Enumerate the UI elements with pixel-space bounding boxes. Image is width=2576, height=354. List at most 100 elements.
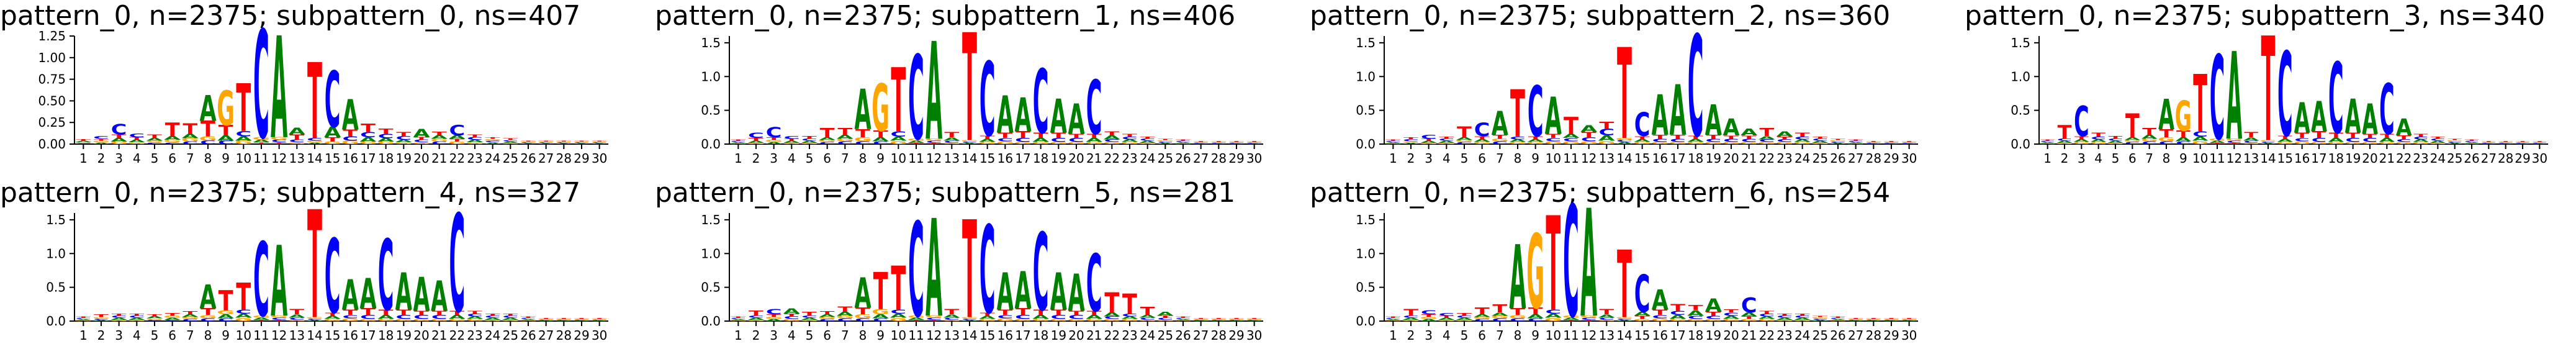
logo-letter-T: T <box>556 140 571 142</box>
logo-letter-G: G <box>253 315 271 318</box>
x-tick-label: 13 <box>944 151 960 166</box>
logo-letter-A: A <box>1420 319 1438 322</box>
panel-title: pattern_0, n=2375; subpattern_6, ns=254 <box>1310 177 1891 209</box>
x-tick-label: 12 <box>271 328 287 343</box>
logo-letter-C: C <box>1228 143 1245 144</box>
logo-letter-G: G <box>1598 319 1616 321</box>
logo-letter-C: C <box>1385 317 1401 319</box>
logo-letter-A: A <box>556 320 573 322</box>
logo-letter-A: A <box>2091 138 2107 143</box>
x-tick-label: 15 <box>1634 151 1650 166</box>
logo-letter-C: C <box>873 318 889 322</box>
y-tick-label: 0.25 <box>38 115 66 130</box>
x-tick-label: 5 <box>1461 328 1469 343</box>
logo-letter-C: C <box>1652 314 1668 320</box>
x-tick-label: 22 <box>1104 151 1120 166</box>
logo-letter-G: G <box>181 317 199 320</box>
logo-letter-C: C <box>819 319 835 322</box>
logo-letter-A: A <box>1687 138 1705 143</box>
logo-letter-T: T <box>307 41 322 163</box>
logo-letter-T: T <box>449 138 464 143</box>
logo-letter-T: T <box>1849 318 1863 319</box>
logo-letter-A: A <box>1438 317 1456 320</box>
logo-letter-G: G <box>128 319 146 321</box>
logo-letter-A: A <box>1068 95 1085 144</box>
x-tick-label: 1 <box>79 328 88 343</box>
x-tick-label: 22 <box>1104 328 1120 343</box>
logo-letter-G: G <box>801 319 819 321</box>
logo-letter-T: T <box>2176 129 2191 140</box>
logo-letter-A: A <box>359 270 377 319</box>
x-tick-label: 18 <box>1688 328 1703 343</box>
x-tick-label: 10 <box>1546 328 1561 343</box>
logo-letter-A: A <box>2243 137 2259 142</box>
logo-letter-C: C <box>2345 137 2361 143</box>
logo-letter-A: A <box>801 317 818 320</box>
x-tick-label: 30 <box>1246 328 1262 343</box>
x-tick-label: 10 <box>2192 151 2208 166</box>
logo-letter-G: G <box>925 315 943 318</box>
logo-letter-C: C <box>730 317 746 319</box>
logo-letter-G: G <box>377 319 395 322</box>
logo-letter-C: C <box>1015 314 1031 320</box>
logo-letter-C: C <box>289 139 305 143</box>
x-tick-label: 6 <box>1478 328 1486 343</box>
logo-letter-T: T <box>1421 314 1436 318</box>
logo-letter-A: A <box>1456 317 1473 320</box>
logo-letter-G: G <box>2294 141 2310 145</box>
logo-letter-A: A <box>199 279 217 316</box>
logo-panel-6: pattern_0, n=2375; subpattern_6, ns=254 … <box>1310 175 1943 354</box>
logo-letter-T: T <box>1122 134 1137 138</box>
logo-letter-C: C <box>449 187 465 343</box>
logo-letter-A: A <box>1652 84 1669 148</box>
logo-letter-A: A <box>765 142 783 145</box>
logo-letter-G: G <box>1103 319 1121 322</box>
logo-letter-G: G <box>110 141 128 145</box>
logo-letter-T: T <box>1034 132 1048 140</box>
logo-letter-T: T <box>1635 135 1651 140</box>
x-tick-label: 3 <box>770 328 778 343</box>
x-tick-label: 15 <box>1634 328 1650 343</box>
logo-letter-T: T <box>165 119 181 141</box>
logo-letter-C: C <box>431 141 448 145</box>
logo-letter-T: T <box>94 314 109 318</box>
logo-letter-A: A <box>1527 314 1544 320</box>
logo-letter-T: T <box>2431 136 2446 139</box>
x-tick-label: 27 <box>2481 151 2497 166</box>
x-tick-label: 29 <box>1883 328 1899 343</box>
logo-letter-A: A <box>2379 137 2395 143</box>
x-tick-label: 23 <box>1122 328 1137 343</box>
logo-letter-G: G <box>1032 319 1050 322</box>
logo-letter-C: C <box>2176 141 2191 145</box>
logo-letter-C: C <box>1795 136 1811 140</box>
logo-letter-C: C <box>2498 143 2513 144</box>
logo-letter-C: C <box>235 130 251 138</box>
logo-letter-T: T <box>1439 315 1454 318</box>
x-tick-label: 9 <box>876 151 885 166</box>
logo-letter-A: A <box>2277 138 2293 143</box>
logo-letter-A: A <box>573 320 590 322</box>
x-tick-label: 1 <box>734 151 742 166</box>
x-tick-label: 7 <box>1496 328 1504 343</box>
logo-letter-T: T <box>307 181 322 353</box>
x-tick-label: 3 <box>115 151 123 166</box>
logo-letter-C: C <box>485 315 501 318</box>
logo-letter-G: G <box>306 317 324 319</box>
logo-letter-G: G <box>765 140 783 143</box>
logo-letter-T: T <box>1158 138 1173 140</box>
logo-letter-T: T <box>1582 319 1596 321</box>
logo-letter-C: C <box>837 318 853 322</box>
logo-letter-T: T <box>2040 139 2055 142</box>
logo-letter-G: G <box>871 71 889 147</box>
x-tick-label: 2 <box>97 328 106 343</box>
logo-letter-G: G <box>1758 319 1776 322</box>
x-tick-label: 28 <box>1866 328 1881 343</box>
logo-letter-C: C <box>2159 141 2174 145</box>
logo-letter-A: A <box>979 138 996 143</box>
logo-letter-T: T <box>414 137 429 141</box>
logo-letter-C: C <box>1705 315 1721 320</box>
y-tick-label: 1.00 <box>38 50 66 65</box>
logo-letter-A: A <box>1527 138 1544 143</box>
logo-letter-A: A <box>324 315 341 320</box>
logo-letter-T: T <box>1902 141 1917 142</box>
